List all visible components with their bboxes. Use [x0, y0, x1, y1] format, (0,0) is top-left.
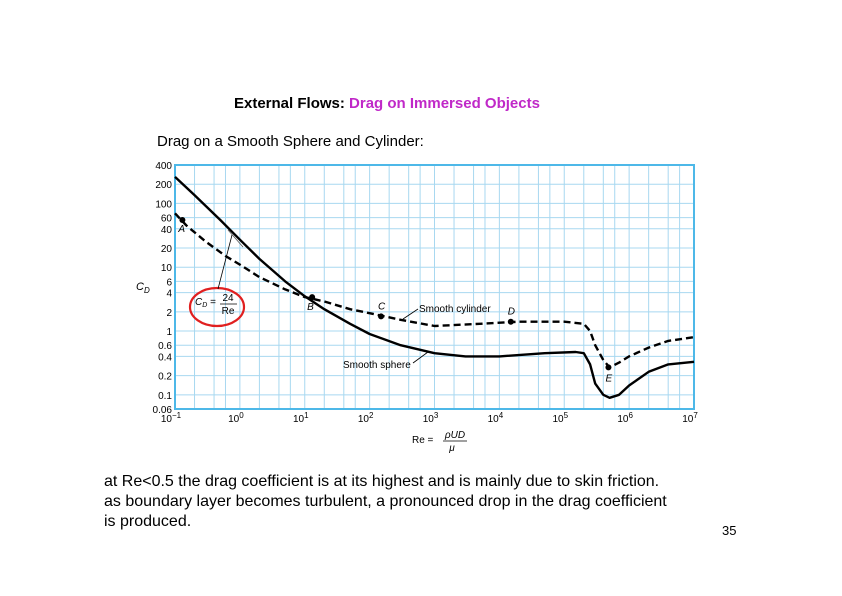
y-tick-label: 4 [166, 289, 172, 300]
x-tick-label: 105 [552, 411, 568, 425]
point-label-e: E [605, 373, 612, 384]
x-axis-label-den: μ [448, 443, 455, 454]
series-line-sphere [174, 176, 695, 399]
formula-highlight-circle [188, 286, 246, 328]
title-prefix: External Flows: [234, 95, 345, 112]
x-tick-label: 103 [423, 411, 439, 425]
slide-body: at Re<0.5 the drag coefficient is at its… [104, 472, 754, 532]
y-tick-label: 0.4 [158, 352, 172, 363]
chart-grid [175, 165, 694, 409]
y-tick-label: 400 [155, 161, 172, 172]
y-tick-label: 200 [155, 180, 172, 191]
formula-numerator: 24 [222, 293, 234, 304]
x-tick-label: 100 [228, 411, 244, 425]
slide-title: External Flows: Drag on Immersed Objects [234, 95, 540, 112]
y-tick-label: 20 [161, 244, 173, 255]
formula-leader-line [217, 234, 233, 290]
formula-denominator: Re [222, 306, 235, 317]
chart-ticks: 4002001006040201064210.60.40.20.10.0610−… [153, 161, 699, 425]
y-tick-label: 0.2 [158, 372, 172, 383]
x-tick-label: 106 [617, 411, 633, 425]
annotation-smooth-cylinder: Smooth cylinder [419, 304, 491, 315]
page-number: 35 [722, 523, 737, 538]
title-highlight: Drag on Immersed Objects [349, 95, 540, 112]
y-axis-label: CD [136, 281, 150, 295]
body-line-2: as boundary layer becomes turbulent, a p… [104, 493, 667, 510]
body-line-1: at Re<0.5 the drag coefficient is at its… [104, 473, 660, 490]
y-tick-label: 100 [155, 199, 172, 210]
y-tick-label: 1 [166, 327, 172, 338]
x-tick-label: 101 [293, 411, 309, 425]
formula-leader-arrow [227, 229, 244, 248]
annotation-smooth-sphere: Smooth sphere [343, 360, 411, 371]
plot-frame [174, 164, 695, 410]
y-tick-label: 6 [166, 277, 172, 288]
point-marker-c [378, 313, 385, 320]
point-marker-b [309, 294, 316, 301]
x-axis-label-num: ρUD [444, 430, 465, 441]
point-marker-d [507, 318, 514, 325]
annotation-smooth-sphere-leader [412, 351, 429, 364]
x-tick-label: 102 [358, 411, 374, 425]
slide-subtitle: Drag on a Smooth Sphere and Cylinder: [157, 133, 424, 150]
y-tick-label: 0.06 [153, 405, 173, 416]
series-line-cylinder [174, 212, 695, 369]
y-tick-label: 2 [166, 308, 172, 319]
point-label-b: B [307, 302, 314, 313]
x-axis-label-lhs: Re = [412, 435, 434, 446]
y-tick-label: 0.6 [158, 341, 172, 352]
annotation-smooth-cylinder-leader [402, 308, 419, 320]
point-marker-e [605, 364, 612, 371]
chart-point-markers: A B C D E [177, 216, 612, 384]
point-label-c: C [378, 301, 386, 312]
point-marker-a [179, 216, 186, 223]
y-tick-label: 40 [161, 225, 173, 236]
chart-annotations: CD Re = ρUD μ Smooth cylinder Smooth sphere CD… [136, 229, 491, 454]
body-line-3: is produced. [104, 513, 192, 530]
formula-lhs: CD = [195, 297, 216, 309]
y-tick-label: 60 [161, 214, 173, 225]
y-tick-label: 10 [161, 263, 173, 274]
x-tick-label: 107 [682, 411, 698, 425]
point-label-a: A [177, 224, 185, 235]
x-tick-label: 10−1 [161, 411, 182, 425]
x-tick-label: 104 [488, 411, 504, 425]
y-tick-label: 0.1 [158, 391, 172, 402]
point-label-d: D [508, 307, 515, 318]
chart-series [174, 176, 695, 399]
